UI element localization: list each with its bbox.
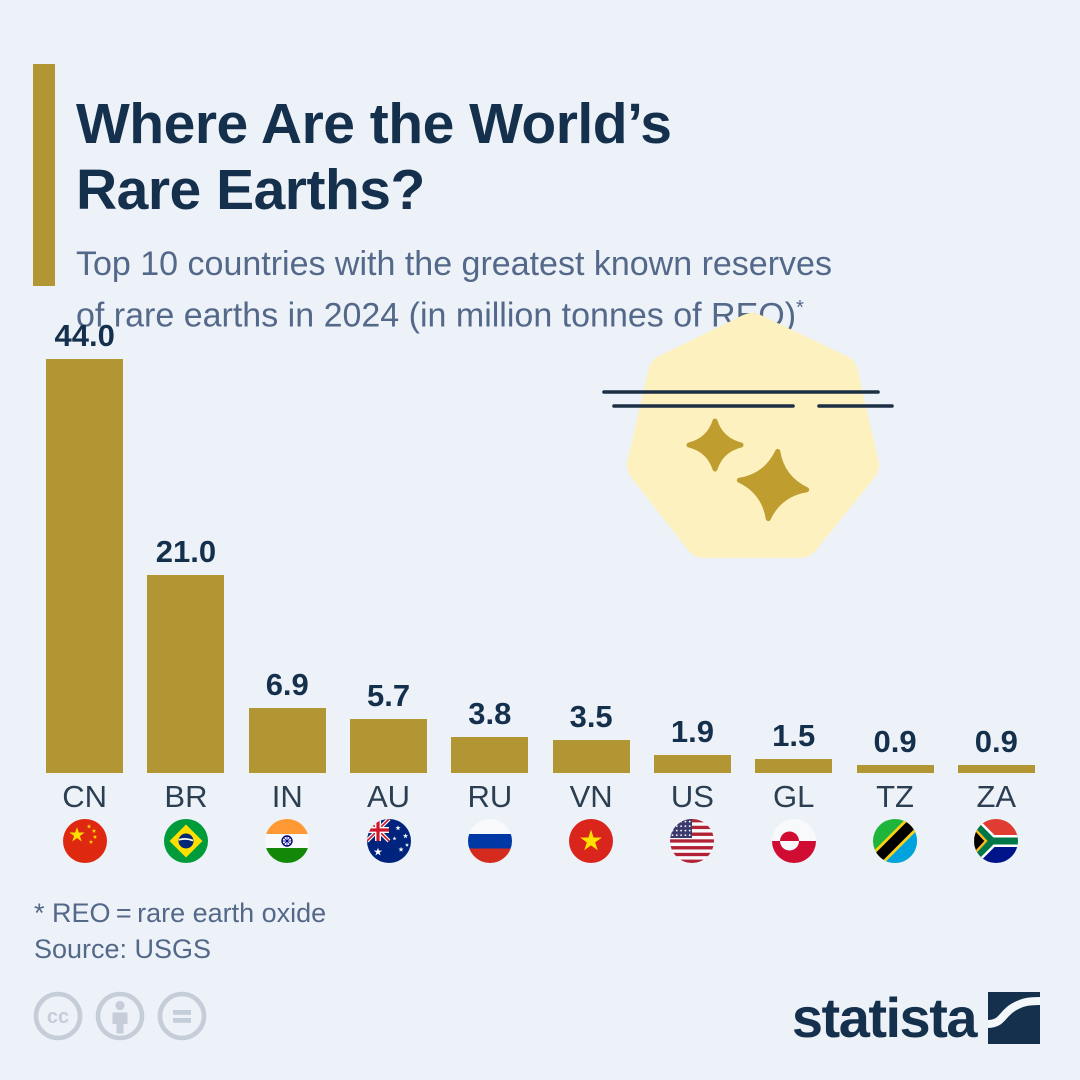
australia-flag-icon bbox=[366, 819, 411, 863]
bar-value-label: 1.9 bbox=[670, 714, 714, 750]
bar-value-label: 0.9 bbox=[974, 723, 1018, 759]
category-label-vn: VN bbox=[569, 779, 613, 814]
title-line-1: Where Are the World’s bbox=[76, 92, 672, 157]
bar-column-za: 0.9 ZA bbox=[946, 318, 1047, 863]
bar-stack: 5.7 bbox=[338, 318, 439, 773]
category-label-cn: CN bbox=[62, 779, 108, 814]
bar-stack: 3.8 bbox=[439, 318, 540, 773]
bar-vn bbox=[552, 740, 630, 773]
title-line-2: Rare Earths? bbox=[76, 158, 425, 223]
greenland-flag-icon bbox=[771, 819, 816, 863]
subtitle-line-2: of rare earths in 2024 (in million tonne… bbox=[76, 296, 797, 335]
bar-tz bbox=[856, 764, 934, 773]
tanzania-flag-icon bbox=[873, 819, 918, 863]
bar-column-us: 1.9 US bbox=[642, 318, 743, 863]
category-label-in: IN bbox=[271, 779, 303, 814]
bar-chart: 44.0 CN 21.0 BR 6.9 IN 5.7 AU 3.8 RU 3.5 VN 1.… bbox=[34, 318, 1047, 863]
bar-column-gl: 1.5 GL bbox=[743, 318, 844, 863]
bar-column-in: 6.9 IN bbox=[237, 318, 338, 863]
svg-text:cc: cc bbox=[47, 1006, 69, 1028]
bar-column-ru: 3.8 RU bbox=[439, 318, 540, 863]
source-line: Source: USGS bbox=[34, 934, 212, 964]
bar-value-label: 5.7 bbox=[366, 678, 411, 714]
bar-us bbox=[653, 755, 731, 773]
license-icons: cc bbox=[32, 990, 208, 1042]
bar-stack: 1.5 bbox=[743, 318, 844, 773]
category-label-ru: RU bbox=[467, 779, 513, 814]
south-africa-flag-icon bbox=[974, 819, 1019, 863]
china-flag-icon bbox=[62, 819, 107, 863]
bar-stack: 3.5 bbox=[540, 318, 641, 773]
bar-za bbox=[957, 764, 1035, 773]
united-states-flag-icon bbox=[670, 819, 715, 863]
india-flag-icon bbox=[265, 819, 310, 863]
bar-in bbox=[248, 708, 326, 773]
bar-value-label: 6.9 bbox=[265, 667, 309, 703]
bar-stack: 44.0 bbox=[34, 318, 135, 773]
russia-flag-icon bbox=[467, 819, 512, 863]
page-title: Where Are the World’s Rare Earths? bbox=[76, 91, 672, 223]
bar-cn bbox=[46, 359, 124, 773]
bar-stack: 21.0 bbox=[135, 318, 236, 773]
brazil-flag-icon bbox=[163, 819, 208, 863]
category-label-za: ZA bbox=[976, 779, 1017, 814]
cc-by-icon[interactable] bbox=[94, 990, 146, 1042]
bar-stack: 0.9 bbox=[844, 318, 945, 773]
sparkle-icon bbox=[736, 448, 810, 522]
cc-icon[interactable]: cc bbox=[32, 990, 84, 1042]
category-label-us: US bbox=[670, 779, 714, 814]
ground-lines-icon bbox=[602, 390, 894, 408]
subtitle-line-1: Top 10 countries with the greatest known… bbox=[76, 245, 832, 283]
bar-value-label: 3.5 bbox=[569, 699, 613, 735]
bar-stack: 1.9 bbox=[642, 318, 743, 773]
bar-value-label: 0.9 bbox=[873, 723, 917, 759]
bar-value-label: 3.8 bbox=[468, 696, 512, 732]
bar-value-label: 21.0 bbox=[155, 534, 217, 570]
footnote-marker: * bbox=[796, 297, 804, 319]
statista-logo-icon bbox=[988, 991, 1040, 1044]
category-label-br: BR bbox=[164, 779, 208, 814]
bar-column-au: 5.7 AU bbox=[338, 318, 439, 863]
bar-stack: 0.9 bbox=[946, 318, 1047, 773]
title-accent-bar bbox=[33, 64, 55, 286]
category-label-gl: GL bbox=[773, 779, 815, 814]
statista-wordmark: statista bbox=[791, 986, 978, 1049]
category-label-au: AU bbox=[367, 779, 411, 814]
sparkle-icon bbox=[686, 418, 744, 472]
cc-nd-icon[interactable] bbox=[156, 990, 208, 1042]
bar-column-tz: 0.9 TZ bbox=[844, 318, 945, 863]
bar-value-label: 1.5 bbox=[772, 717, 816, 753]
statista-brand[interactable]: statista bbox=[792, 985, 1040, 1050]
bar-column-cn: 44.0 CN bbox=[34, 318, 135, 863]
bar-column-vn: 3.5 VN bbox=[540, 318, 641, 863]
footnote: * REO = rare earth oxide bbox=[34, 898, 327, 928]
bar-column-br: 21.0 BR bbox=[135, 318, 236, 863]
bar-value-label: 44.0 bbox=[54, 318, 115, 353]
bar-gl bbox=[755, 758, 833, 773]
bar-stack: 6.9 bbox=[237, 318, 338, 773]
chart-subtitle: Top 10 countries with the greatest known… bbox=[76, 242, 832, 337]
category-label-tz: TZ bbox=[876, 779, 914, 814]
bar-au bbox=[350, 719, 428, 773]
bar-ru bbox=[451, 737, 529, 773]
vietnam-flag-icon bbox=[569, 819, 614, 863]
rare-earth-illustration bbox=[602, 313, 894, 558]
bar-br bbox=[147, 575, 225, 773]
